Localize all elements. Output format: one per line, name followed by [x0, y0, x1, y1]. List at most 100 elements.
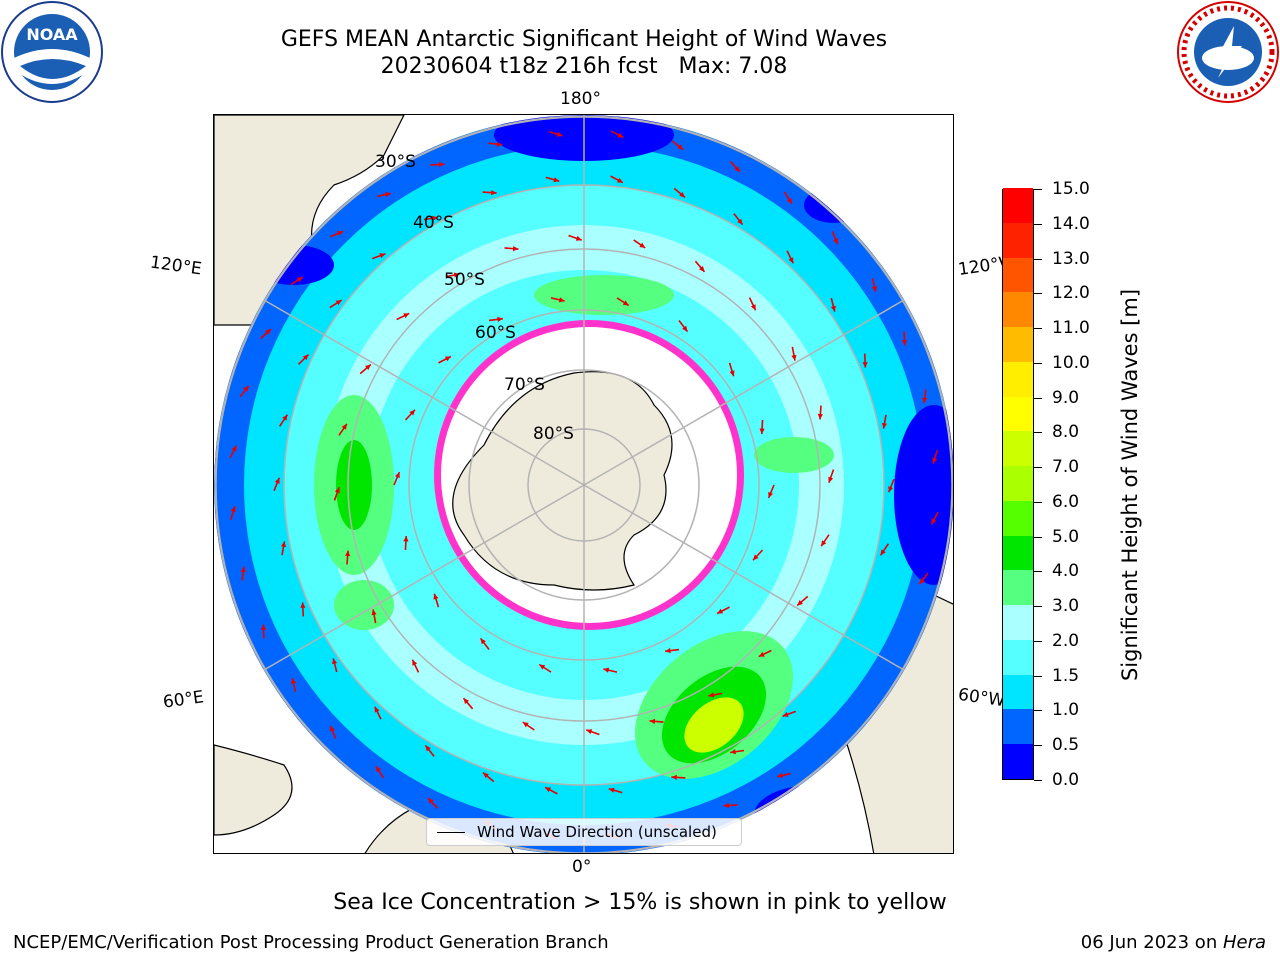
wave-direction-arrowhead — [230, 506, 236, 513]
wave-direction-arrowhead — [931, 518, 937, 525]
colorbar-tick — [1034, 536, 1042, 538]
sea-ice-note: Sea Ice Concentration > 15% is shown in … — [333, 890, 947, 915]
wave-direction-arrowhead — [708, 692, 715, 698]
lon-label-60w: 60°W — [956, 684, 1007, 712]
polar-map — [213, 114, 954, 854]
wave-direction-arrowhead — [782, 711, 789, 717]
wave-direction-arrowhead — [617, 132, 624, 138]
wave-direction-arrowhead — [296, 276, 303, 283]
wave-direction-arrowhead — [753, 554, 759, 561]
wave-direction-arrowhead — [427, 798, 434, 804]
wave-direction-arrowhead — [243, 385, 249, 392]
noaa-logo: NOAA — [1, 1, 103, 103]
wave-direction-arrowhead — [575, 235, 582, 241]
wave-direction-arrowhead — [737, 218, 743, 225]
wave-direction-arrowhead — [922, 397, 928, 404]
wave-direction-arrowhead — [888, 486, 894, 493]
wave-direction-arrowhead — [433, 593, 439, 600]
wave-direction-arrowhead — [412, 659, 418, 666]
wave-direction-arrowhead — [821, 540, 827, 547]
wave-direction-arrowhead — [677, 144, 684, 150]
wave-direction-arrowhead — [394, 472, 400, 479]
lat-label-80s: 80°S — [533, 424, 574, 444]
wave-direction-arrowhead — [671, 774, 677, 780]
colorbar-tick — [1034, 467, 1042, 469]
wave-direction-arrowhead — [862, 362, 868, 368]
colorbar-tick — [1034, 675, 1042, 677]
wave-direction-arrowhead — [830, 305, 836, 312]
wave-direction-arrowhead — [682, 325, 688, 332]
colorbar-tick — [1034, 258, 1042, 260]
colorbar-tick — [1034, 571, 1042, 573]
colorbar-tick — [1034, 640, 1042, 642]
wave-direction-arrowhead — [788, 257, 794, 264]
wave-direction-arrowhead — [522, 722, 529, 728]
footer-date: 06 Jun 2023 on Hera — [1081, 932, 1266, 953]
colorbar-tick-label: 10.0 — [1052, 352, 1090, 373]
colorbar-segment — [1003, 326, 1033, 362]
wave-direction-arrowhead — [556, 131, 563, 137]
wave-direction-arrowhead — [558, 297, 565, 303]
lon-label-0: 0° — [572, 857, 592, 877]
wave-direction-arrowhead — [375, 766, 382, 773]
lat-label-50s: 50°S — [444, 270, 485, 290]
wave-direction-arrowhead — [622, 300, 629, 306]
colorbar-tick-label: 8.0 — [1052, 422, 1080, 443]
colorbar-segment — [1003, 639, 1033, 675]
wave-direction-arrowhead — [496, 141, 503, 147]
colorbar-segment — [1003, 430, 1033, 467]
colorbar-tick — [1034, 710, 1042, 712]
wave-direction-arrowhead — [302, 354, 309, 361]
wave-direction-arrowhead — [260, 624, 267, 631]
colorbar-tick — [1034, 223, 1042, 225]
colorbar-segment — [1003, 535, 1033, 571]
colorbar-segment — [1003, 257, 1033, 293]
wave-direction-arrowhead — [639, 242, 646, 248]
wave-direction-arrowhead — [901, 339, 908, 346]
colorbar-tick-label: 14.0 — [1052, 213, 1090, 234]
colorbar-tick — [1034, 432, 1042, 434]
wave-direction-arrowhead — [379, 253, 386, 259]
wave-direction-arrowhead — [274, 477, 280, 484]
wave-direction-arrowhead — [240, 566, 246, 573]
lat-label-60s: 60°S — [475, 323, 516, 343]
colorbar-tick — [1034, 189, 1042, 190]
wave-direction-arrowhead — [758, 651, 765, 657]
colorbar-tick — [1034, 780, 1042, 781]
colorbar-segment — [1003, 465, 1033, 501]
colorbar-tick — [1034, 606, 1042, 608]
colorbar-tick-label: 2.0 — [1052, 630, 1080, 651]
colorbar-tick — [1034, 362, 1042, 364]
colorbar-tick — [1034, 501, 1042, 503]
wave-direction-arrowhead — [483, 772, 489, 779]
colorbar-tick-label: 7.0 — [1052, 457, 1080, 478]
wave-direction-arrowhead — [608, 787, 615, 793]
wave-direction-arrowhead — [786, 197, 793, 204]
map-legend: Wind Wave Direction (unscaled) — [426, 818, 742, 846]
colorbar-segment — [1003, 743, 1033, 779]
wave-direction-arrowhead — [791, 354, 797, 361]
colorbar-tick-label: 11.0 — [1052, 318, 1090, 339]
wave-direction-arrowhead — [512, 246, 519, 252]
colorbar — [1002, 187, 1034, 780]
wave-direction-arrowhead — [329, 725, 335, 732]
colorbar-tick — [1034, 397, 1042, 399]
legend-label: Wind Wave Direction (unscaled) — [477, 823, 717, 841]
wave-direction-arrowhead — [231, 445, 237, 452]
wave-direction-arrowhead — [553, 177, 560, 183]
wave-direction-arrowhead — [616, 177, 623, 183]
wave-height-field — [214, 115, 953, 853]
svg-text:NOAA: NOAA — [26, 25, 78, 44]
colorbar-tick — [1034, 745, 1042, 747]
wave-direction-arrowhead — [717, 608, 724, 614]
wave-direction-arrowhead — [539, 664, 546, 670]
wave-direction-arrowhead — [723, 802, 730, 809]
wave-direction-arrowhead — [480, 638, 486, 645]
lon-label-120e: 120°E — [148, 252, 203, 280]
wave-direction-arrowhead — [335, 300, 342, 306]
wave-direction-arrowhead — [828, 476, 834, 483]
wave-direction-arrowhead — [345, 550, 351, 557]
colorbar-tick — [1034, 293, 1042, 295]
wave-direction-arrowhead — [919, 578, 925, 585]
colorbar-segment — [1003, 396, 1033, 432]
